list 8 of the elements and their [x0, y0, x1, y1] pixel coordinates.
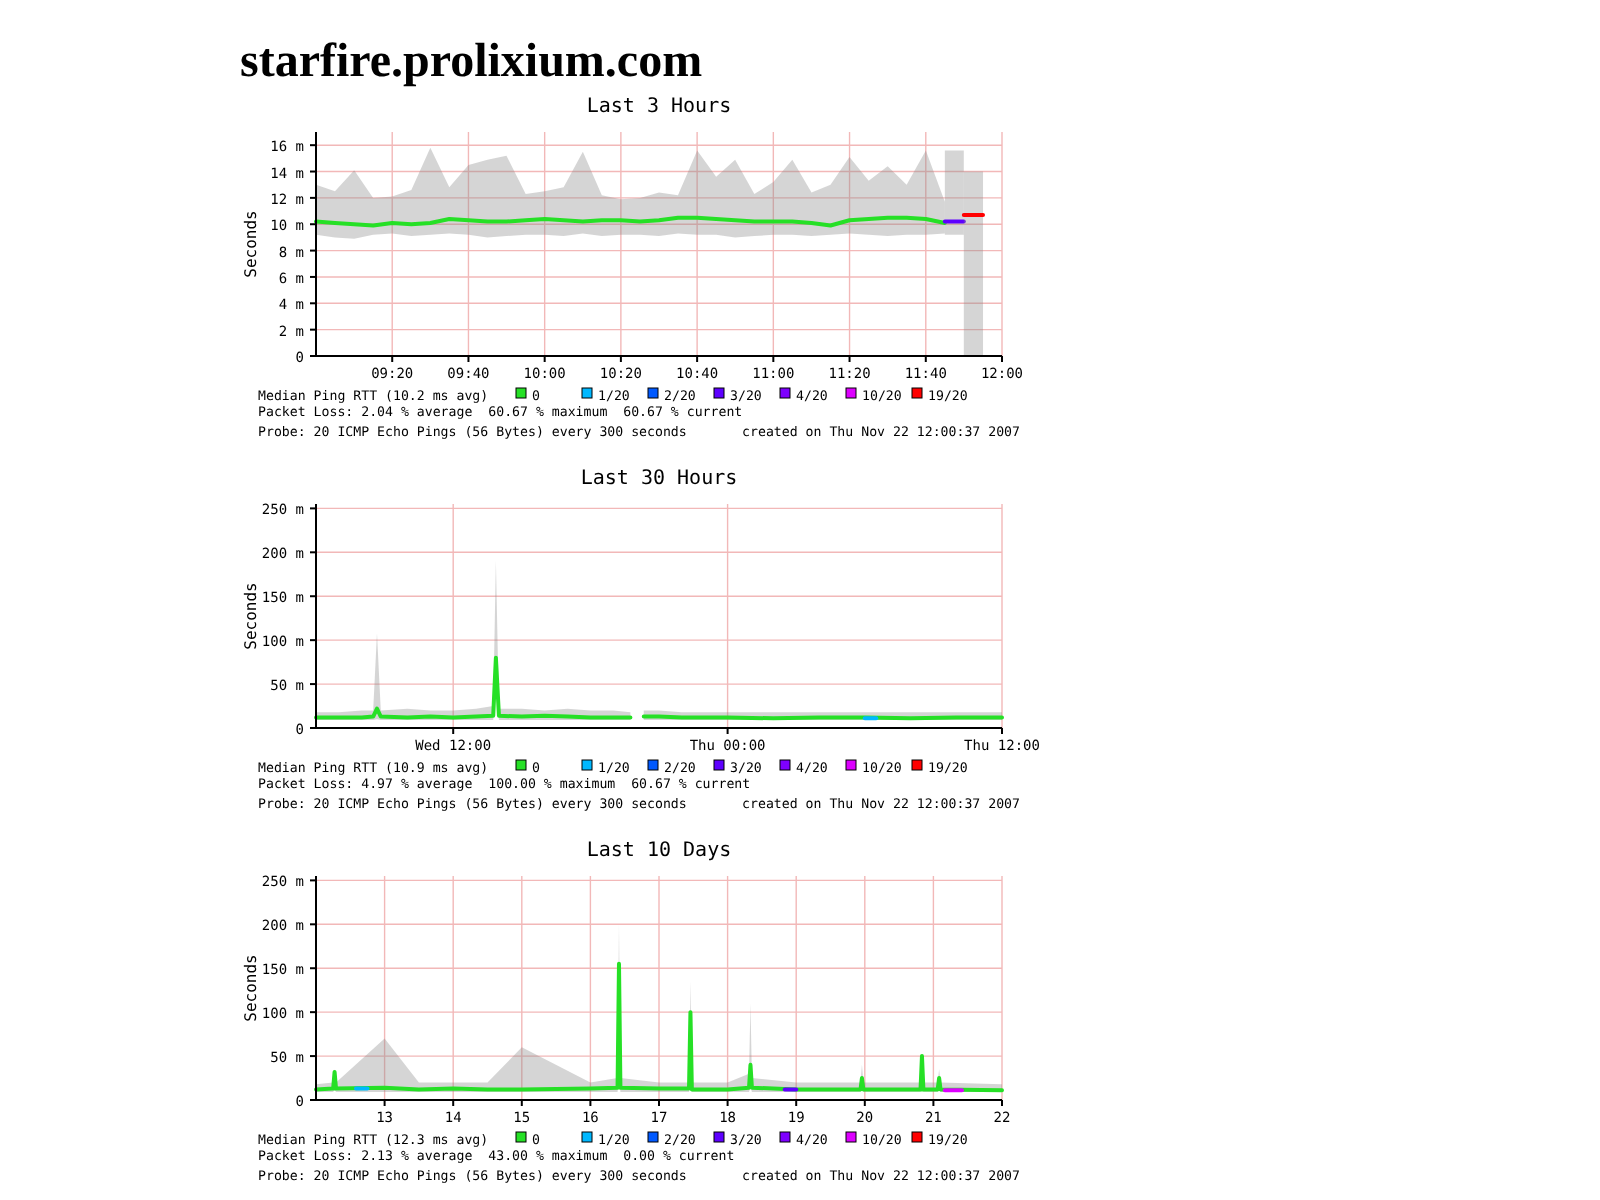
y-axis-title: Seconds — [242, 209, 260, 278]
text: starfire.prolixium.com — [240, 36, 703, 88]
chart-title: Last 10 Days — [586, 840, 732, 862]
chart-title: Last 3 Hours — [586, 96, 732, 118]
chart-title: Last 30 Hours — [580, 468, 738, 490]
y-axis-title: Seconds — [242, 953, 260, 1022]
line-series — [314, 961, 1004, 1093]
y-axis-title: Seconds — [242, 581, 260, 650]
